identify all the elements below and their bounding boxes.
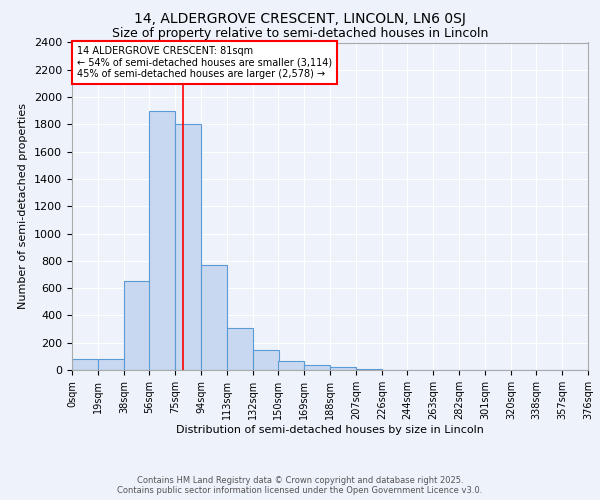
Text: Size of property relative to semi-detached houses in Lincoln: Size of property relative to semi-detach…: [112, 28, 488, 40]
Bar: [124, 282, 150, 370]
Text: 14, ALDERGROVE CRESCENT, LINCOLN, LN6 0SJ: 14, ALDERGROVE CRESCENT, LINCOLN, LN6 0S…: [134, 12, 466, 26]
Bar: [330, 368, 356, 370]
Bar: [98, 359, 124, 370]
Bar: [253, 350, 279, 370]
Bar: [227, 328, 253, 370]
Y-axis label: Number of semi-detached properties: Number of semi-detached properties: [19, 104, 28, 309]
Bar: [72, 359, 98, 370]
Bar: [278, 361, 304, 370]
X-axis label: Distribution of semi-detached houses by size in Lincoln: Distribution of semi-detached houses by …: [176, 424, 484, 434]
Bar: [304, 364, 330, 370]
Bar: [149, 110, 175, 370]
Bar: [175, 124, 201, 370]
Text: Contains HM Land Registry data © Crown copyright and database right 2025.
Contai: Contains HM Land Registry data © Crown c…: [118, 476, 482, 495]
Bar: [201, 265, 227, 370]
Text: 14 ALDERGROVE CRESCENT: 81sqm
← 54% of semi-detached houses are smaller (3,114)
: 14 ALDERGROVE CRESCENT: 81sqm ← 54% of s…: [77, 46, 332, 79]
